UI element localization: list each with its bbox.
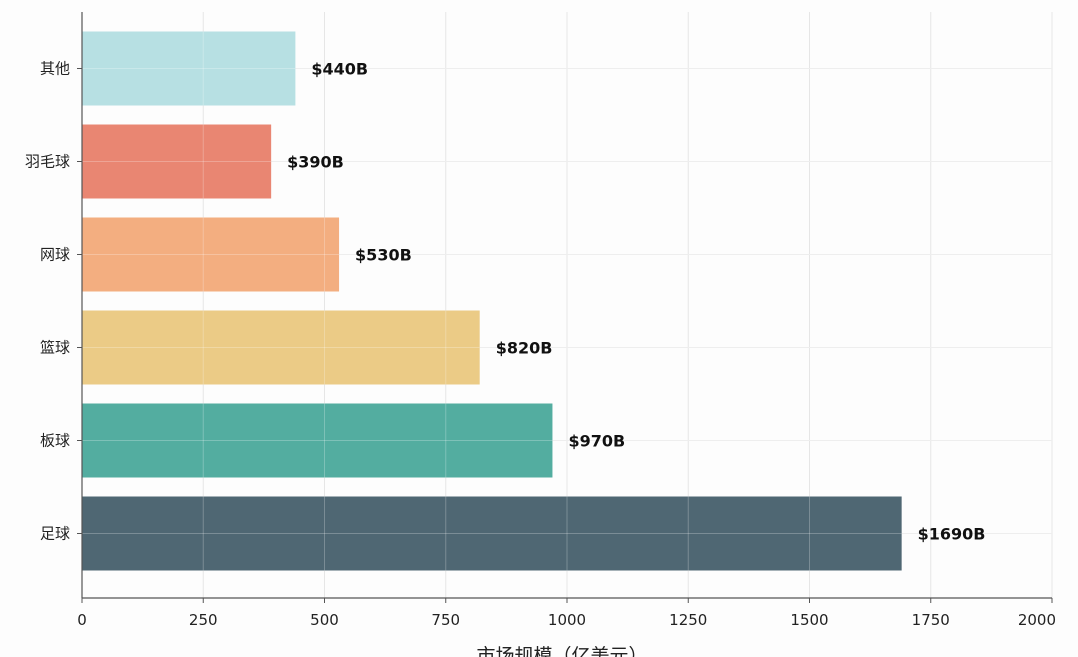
data-label: $530B xyxy=(355,246,412,265)
x-tick-label: 1000 xyxy=(548,611,586,629)
bar xyxy=(82,496,902,571)
bar xyxy=(82,310,480,385)
x-tick-label: 750 xyxy=(431,611,460,629)
x-tick-label: 2000 xyxy=(1018,611,1056,629)
y-tick-label: 篮球 xyxy=(40,339,70,357)
bar xyxy=(82,124,272,199)
data-label: $1690B xyxy=(918,525,986,544)
bar xyxy=(82,403,553,478)
data-label: $970B xyxy=(568,432,625,451)
y-tick-label: 网球 xyxy=(40,246,70,264)
data-label: $820B xyxy=(496,339,553,358)
axis-layer xyxy=(77,12,1053,603)
x-tick-label: 250 xyxy=(189,611,218,629)
y-tick-label: 其他 xyxy=(40,60,70,78)
bar xyxy=(82,31,296,106)
bar-layer xyxy=(82,31,902,571)
y-tick-label: 足球 xyxy=(40,525,70,543)
x-tick-label: 1750 xyxy=(912,611,950,629)
x-tick-label: 1500 xyxy=(790,611,828,629)
x-tick-label: 0 xyxy=(77,611,87,629)
y-tick-label: 羽毛球 xyxy=(25,153,70,171)
data-label: $440B xyxy=(311,60,368,79)
x-tick-label: 500 xyxy=(310,611,339,629)
x-tick-label: 1250 xyxy=(669,611,707,629)
label-layer: $1690B 足球 $970B 板球 $820B 篮球 $530B 网球 $390B 羽毛球 $44… xyxy=(25,60,1056,630)
bar xyxy=(82,217,340,292)
x-axis-title: 市场规模（亿美元） xyxy=(476,645,647,657)
data-label: $390B xyxy=(287,153,344,172)
y-tick-label: 板球 xyxy=(40,432,70,450)
